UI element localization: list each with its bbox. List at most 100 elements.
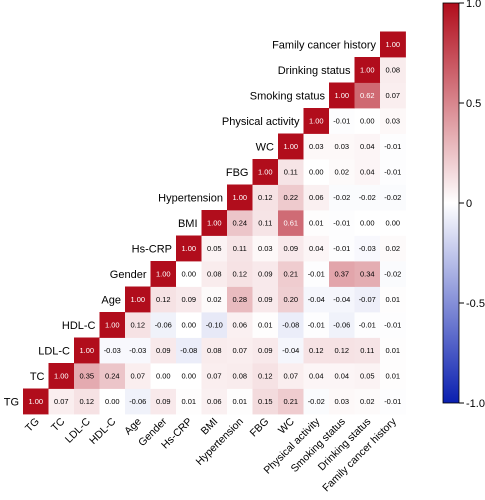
cell-value-label: 0.04 bbox=[360, 142, 375, 151]
cell-value-label: 0.07 bbox=[232, 346, 247, 355]
heatmap-cell bbox=[252, 184, 279, 211]
cell-value-label: 0.15 bbox=[258, 397, 273, 406]
heatmap-cell bbox=[150, 261, 177, 287]
cell-value-label: 0.22 bbox=[283, 193, 298, 202]
column-label: FBG bbox=[248, 416, 272, 440]
heatmap-cell bbox=[278, 159, 304, 185]
row-label: Drinking status bbox=[278, 65, 351, 77]
cell-value-label: 1.00 bbox=[207, 218, 222, 227]
row-label: WC bbox=[256, 141, 274, 153]
cell-value-label: 0.07 bbox=[207, 371, 222, 380]
cell-value-label: 0.06 bbox=[309, 193, 324, 202]
colorbar-tick-label: 0 bbox=[466, 198, 472, 210]
cell-value-label: 0.08 bbox=[232, 371, 247, 380]
row-label: HDL-C bbox=[62, 320, 96, 332]
cell-value-label: -0.02 bbox=[384, 269, 401, 278]
heatmap-cell bbox=[150, 363, 177, 389]
cell-value-label: -0.02 bbox=[384, 193, 401, 202]
heatmap-cell bbox=[380, 235, 406, 262]
cell-value-label: -0.02 bbox=[308, 397, 325, 406]
heatmap-cell bbox=[201, 210, 228, 236]
cell-value-label: 0.00 bbox=[360, 218, 375, 227]
heatmap-cell bbox=[201, 312, 228, 338]
heatmap-cell bbox=[354, 337, 381, 364]
cell-value-label: 0.12 bbox=[309, 346, 324, 355]
heatmap-cell bbox=[354, 184, 381, 211]
colorbar-tick-label: 0.5 bbox=[466, 98, 481, 110]
heatmap-cells: 1.00 0.07 0.12 0.00 -0.06 0.09 0.01 0.06 0.01 0.1… bbox=[23, 31, 406, 415]
heatmap-cell bbox=[125, 337, 151, 364]
cell-value-label: 0.34 bbox=[360, 269, 375, 278]
cell-value-label: 0.21 bbox=[283, 397, 298, 406]
row-label: TG bbox=[4, 396, 19, 408]
row-label: TC bbox=[30, 371, 45, 383]
heatmap-cell bbox=[252, 337, 279, 364]
cell-value-label: 0.01 bbox=[181, 397, 196, 406]
heatmap-cell bbox=[329, 133, 355, 160]
cell-value-label: 0.03 bbox=[385, 116, 400, 125]
cell-value-label: 0.12 bbox=[258, 371, 273, 380]
cell-value-label: -0.04 bbox=[333, 295, 350, 304]
heatmap-cell bbox=[380, 261, 406, 287]
heatmap-cell bbox=[380, 312, 406, 338]
heatmap-cell bbox=[252, 159, 279, 185]
heatmap-cell bbox=[329, 108, 355, 134]
heatmap-cell bbox=[227, 235, 253, 262]
heatmap-cell bbox=[252, 235, 279, 262]
cell-value-label: 0.02 bbox=[207, 295, 222, 304]
heatmap-cell bbox=[329, 159, 355, 185]
heatmap-cell bbox=[303, 388, 330, 415]
heatmap-cell bbox=[252, 261, 279, 287]
heatmap-cell bbox=[125, 388, 151, 415]
heatmap-cell bbox=[380, 337, 406, 364]
cell-value-label: -0.04 bbox=[282, 346, 299, 355]
heatmap-cell bbox=[354, 235, 381, 262]
cell-value-label: 0.09 bbox=[156, 397, 171, 406]
cell-value-label: 0.05 bbox=[207, 244, 222, 253]
heatmap-cell bbox=[201, 261, 228, 287]
cell-value-label: 0.00 bbox=[181, 320, 196, 329]
column-label: TG bbox=[23, 416, 42, 435]
cell-value-label: 0.07 bbox=[54, 397, 69, 406]
cell-value-label: 1.00 bbox=[360, 65, 375, 74]
cell-value-label: 0.04 bbox=[309, 371, 324, 380]
cell-value-label: 1.00 bbox=[54, 371, 69, 380]
cell-value-label: -0.08 bbox=[180, 346, 197, 355]
cell-value-label: 0.09 bbox=[258, 269, 273, 278]
heatmap-cell bbox=[278, 133, 304, 160]
heatmap-cell bbox=[303, 108, 330, 134]
heatmap-cell bbox=[227, 312, 253, 338]
cell-value-label: -0.07 bbox=[359, 295, 376, 304]
heatmap-cell bbox=[303, 286, 330, 313]
cell-value-label: 0.09 bbox=[156, 346, 171, 355]
cell-value-label: 1.00 bbox=[334, 91, 349, 100]
heatmap-cell bbox=[329, 312, 355, 338]
row-label: FBG bbox=[226, 167, 249, 179]
heatmap-cell bbox=[99, 337, 126, 364]
heatmap-cell bbox=[176, 337, 202, 364]
heatmap-cell bbox=[99, 312, 126, 338]
heatmap-cell bbox=[380, 133, 406, 160]
heatmap-cell bbox=[329, 286, 355, 313]
cell-value-label: 0.35 bbox=[79, 371, 94, 380]
cell-value-label: 0.07 bbox=[283, 371, 298, 380]
cell-value-label: 0.01 bbox=[232, 397, 247, 406]
cell-value-label: 0.03 bbox=[309, 142, 324, 151]
cell-value-label: -0.06 bbox=[333, 320, 350, 329]
heatmap-cell bbox=[278, 261, 304, 287]
cell-value-label: -0.02 bbox=[359, 193, 376, 202]
cell-value-label: 0.00 bbox=[360, 116, 375, 125]
heatmap-cell bbox=[74, 337, 100, 364]
cell-value-label: 0.01 bbox=[258, 320, 273, 329]
heatmap-cell bbox=[303, 312, 330, 338]
heatmap-cell bbox=[176, 312, 202, 338]
cell-value-label: 0.12 bbox=[258, 193, 273, 202]
cell-value-label: 0.61 bbox=[283, 218, 298, 227]
cell-value-label: 0.08 bbox=[207, 269, 222, 278]
heatmap-cell bbox=[125, 363, 151, 389]
heatmap-cell bbox=[329, 363, 355, 389]
heatmap-cell bbox=[201, 337, 228, 364]
heatmap-cell bbox=[354, 108, 381, 134]
heatmap-cell bbox=[201, 363, 228, 389]
cell-value-label: 0.11 bbox=[233, 244, 247, 253]
